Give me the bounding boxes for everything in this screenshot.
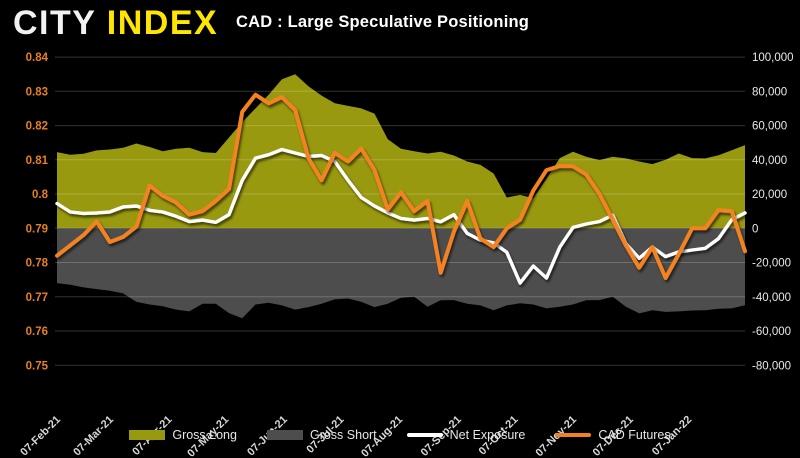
legend-item-cad-futures[interactable]: CAD Futures	[555, 428, 671, 442]
right-axis-tick: 20,000	[752, 189, 787, 201]
left-axis-tick: 0.83	[26, 86, 48, 98]
city-index-logo: CITY INDEX	[13, 4, 218, 43]
legend-label: Gross Long	[172, 428, 237, 442]
line-series-group	[55, 92, 747, 285]
gross-short-area	[57, 228, 745, 319]
right-axis-tick: 80,000	[752, 86, 787, 98]
cad-futures-swatch-icon	[555, 433, 592, 437]
legend-label: Gross Short	[309, 428, 377, 442]
left-axis-tick: 0.79	[26, 223, 48, 235]
left-axis-tick: 0.82	[26, 121, 48, 133]
legend-label: CAD Futures	[598, 428, 671, 442]
left-axis-tick: 0.81	[26, 155, 49, 167]
left-axis-labels: 0.84 0.83 0.82 0.81 0.8 0.79 0.78 0.77 0.76 0.75	[26, 52, 49, 372]
net-exposure-line	[55, 147, 747, 285]
right-axis-tick: 40,000	[752, 155, 787, 167]
gross-short-swatch-icon	[266, 430, 303, 440]
left-axis-tick: 0.78	[26, 258, 49, 270]
left-axis-tick: 0.76	[26, 326, 48, 338]
right-axis-tick: 60,000	[752, 121, 787, 133]
right-axis-tick: 0	[752, 223, 758, 235]
gridlines-group	[55, 56, 745, 366]
legend-label: Net Exposure	[449, 428, 526, 442]
left-axis-tick: 0.8	[32, 189, 49, 201]
right-axis-tick: 100,000	[752, 52, 794, 64]
chart-title: CAD : Large Speculative Positioning	[236, 13, 530, 31]
legend-item-gross-long[interactable]: Gross Long	[129, 428, 237, 442]
right-axis-labels: 100,000 80,000 60,000 40,000 20,000 0 -20,000 -…	[752, 52, 794, 372]
left-axis-tick: 0.77	[26, 292, 48, 304]
right-axis-tick: -20,000	[752, 258, 791, 270]
net-exposure-swatch-icon	[406, 433, 443, 437]
left-axis-tick: 0.84	[26, 52, 49, 64]
legend-item-gross-short[interactable]: Gross Short	[266, 428, 377, 442]
cad-futures-line	[55, 92, 747, 280]
legend-item-net-exposure[interactable]: Net Exposure	[406, 428, 526, 442]
right-axis-tick: -40,000	[752, 292, 791, 304]
gross-long-area	[57, 74, 745, 229]
right-axis-tick: -80,000	[752, 360, 791, 372]
gross-long-swatch-icon	[129, 430, 166, 440]
chart-legend: Gross Long Gross Short Net Exposure CAD …	[0, 428, 800, 442]
right-axis-tick: -60,000	[752, 326, 791, 338]
left-axis-tick: 0.75	[26, 360, 49, 372]
logo-city-text: CITY	[13, 4, 96, 42]
logo-index-text: INDEX	[106, 4, 219, 42]
